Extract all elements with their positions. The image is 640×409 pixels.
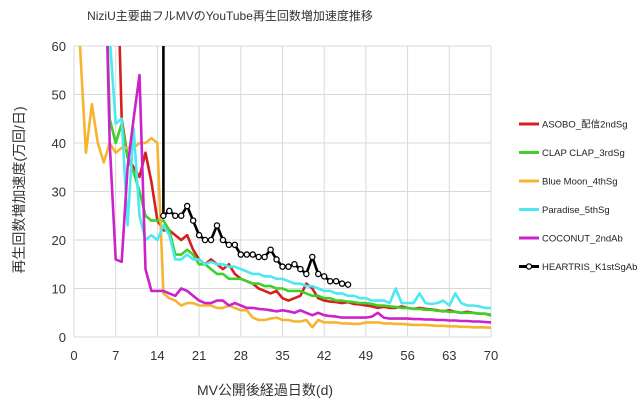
data-point xyxy=(255,253,262,261)
data-point xyxy=(213,222,221,229)
legend-entry: Paradise_5thSg xyxy=(542,205,610,216)
x-tick-label: 0 xyxy=(70,348,77,363)
x-tick-label: 21 xyxy=(192,348,206,363)
data-point xyxy=(225,241,233,249)
y-tick-label: 30 xyxy=(52,185,66,200)
data-point xyxy=(172,212,179,219)
data-point xyxy=(297,265,304,273)
x-tick-label: 7 xyxy=(112,348,119,363)
y-axis-label: 再生回数増加速度(万回/日) xyxy=(11,106,27,273)
x-axis-label: MV公開後経過日数(d) xyxy=(197,382,333,398)
series-line xyxy=(106,46,491,324)
data-point xyxy=(195,231,203,239)
legend-entry: Blue Moon_4thSg xyxy=(542,177,618,188)
data-point xyxy=(261,253,268,261)
data-point xyxy=(285,263,292,270)
x-tick-label: 28 xyxy=(234,348,248,363)
data-point xyxy=(338,280,346,287)
series-line xyxy=(106,46,491,316)
data-point xyxy=(189,217,197,224)
data-point xyxy=(231,241,239,249)
y-tick-label: 10 xyxy=(52,282,66,297)
grid xyxy=(73,45,492,338)
data-point xyxy=(183,202,191,210)
legend-marker xyxy=(525,263,533,270)
data-point xyxy=(219,236,227,244)
data-point xyxy=(309,253,316,261)
data-point xyxy=(279,263,286,270)
data-point xyxy=(237,251,245,258)
data-point xyxy=(320,273,328,280)
data-point xyxy=(160,212,167,219)
x-tick-label: 49 xyxy=(359,348,373,363)
legend-entry: CLAP CLAP_3rdSg xyxy=(542,148,625,159)
chart-title: NiziU主要曲フルMVのYouTube再生回数増加速度推移 xyxy=(87,8,373,23)
data-point xyxy=(303,270,310,278)
data-point xyxy=(177,212,185,219)
series-line xyxy=(109,46,491,310)
tick-labels: 0 10 20 30 40 50 60 0 7 14 21 28 35 42 49 56 63 70 xyxy=(52,39,499,363)
data-point xyxy=(273,256,280,263)
data-point xyxy=(332,277,340,285)
data-point xyxy=(314,270,322,278)
y-tick-label: 40 xyxy=(52,136,66,151)
x-tick-label: 63 xyxy=(442,348,456,363)
data-point xyxy=(249,251,256,258)
data-point xyxy=(267,246,274,253)
data-point xyxy=(344,281,352,288)
data-point xyxy=(207,236,215,244)
y-tick-label: 0 xyxy=(59,330,66,345)
plot-area xyxy=(78,46,491,330)
data-point xyxy=(291,260,298,268)
legend: ASOBO_配信2ndSg CLAP CLAP_3rdSg Blue Moon_4t… xyxy=(519,119,637,273)
series-group xyxy=(78,46,491,330)
x-tick-label: 56 xyxy=(400,348,414,363)
data-point xyxy=(166,207,173,215)
data-point xyxy=(201,236,209,244)
y-tick-label: 60 xyxy=(52,39,66,54)
legend-entry: COCONUT_2ndAb xyxy=(542,234,623,245)
x-tick-label: 14 xyxy=(150,348,164,363)
y-tick-label: 20 xyxy=(52,233,66,248)
y-tick-label: 50 xyxy=(52,88,66,103)
legend-entry: ASOBO_配信2ndSg xyxy=(542,119,628,131)
x-tick-label: 70 xyxy=(484,348,498,363)
x-tick-label: 35 xyxy=(275,348,289,363)
data-point xyxy=(243,251,251,258)
x-tick-label: 42 xyxy=(317,348,331,363)
data-point xyxy=(326,277,334,285)
legend-entry: HEARTRIS_K1stSgAb xyxy=(542,262,637,273)
series-line xyxy=(78,46,491,330)
